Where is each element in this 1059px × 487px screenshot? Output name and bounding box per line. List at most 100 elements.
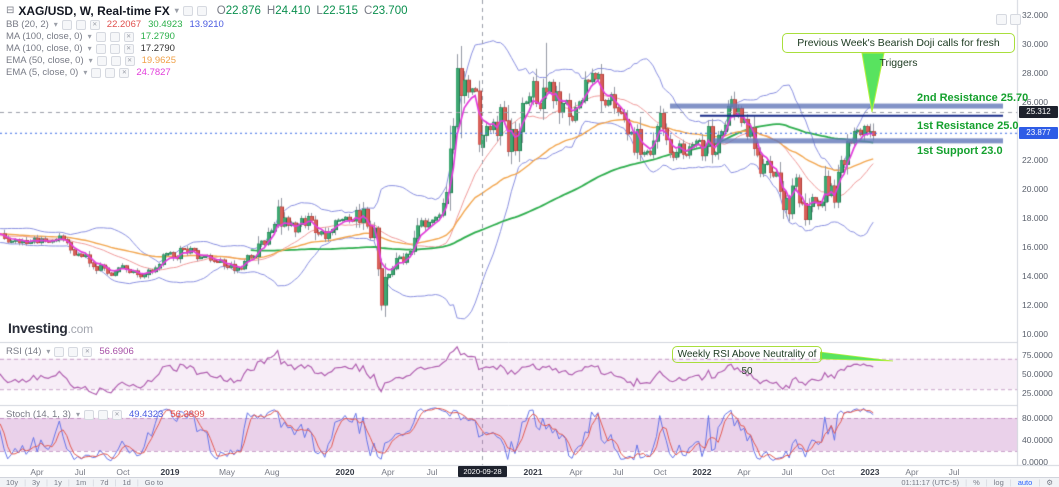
goto-button[interactable]: Go to [144,478,164,487]
indicator-eye-icon[interactable] [91,67,102,78]
range-selector: 10y | 3y | 1y | 1m | 7d | 1d | Go to [6,478,163,487]
open-value: 22.876 [225,4,261,17]
indicator-eye-icon[interactable] [95,31,106,42]
time-axis-label: Oct [821,467,835,477]
resistance2-label[interactable]: 2nd Resistance 25.70 [917,92,1029,104]
time-axis-label: Apr [381,467,395,477]
indicator-eye-icon[interactable] [61,19,72,30]
toolbar-right: 01:11:17 (UTC-5) | % | log | auto | ⚙ [901,478,1053,487]
range-button-1d[interactable]: 1d [122,478,131,487]
gear-icon[interactable]: ⚙ [1046,478,1053,487]
indicator-row[interactable]: EMA (5, close, 0) ▾ ✕ 24.7827 [6,67,408,78]
current-price-label: 23.877 [1019,127,1058,139]
indicator-values: 17.2790 [141,43,175,54]
chevron-down-icon[interactable]: ▾ [53,20,58,29]
rsi-legend-row[interactable]: RSI (14) ▾ ✕ 56.6906 [6,345,134,357]
indicator-eye-icon[interactable] [96,55,107,66]
indicator-remove-icon[interactable]: ✕ [111,409,122,420]
chevron-down-icon[interactable]: ▾ [83,68,88,77]
indicator-settings-icon[interactable] [109,31,120,42]
chevron-down-icon[interactable]: ▾ [75,410,80,419]
indicator-settings-icon[interactable] [97,409,108,420]
indicator-settings-icon[interactable] [110,55,121,66]
chart-legend: ⊟ XAG/USD, W, Real-time FX ▾ O22.876 H24… [6,3,408,79]
indicator-remove-icon[interactable]: ✕ [123,43,134,54]
indicator-values: 24.7827 [136,67,170,78]
range-button-7d[interactable]: 7d [100,478,109,487]
indicator-row[interactable]: MA (100, close, 0) ▾ ✕ 17.2790 [6,31,408,42]
doji-annotation-callout[interactable]: Previous Week's Bearish Doji calls for f… [782,33,1015,69]
rsi-annotation-callout[interactable]: Weekly RSI Above Neutrality of 50 [672,346,822,377]
indicator-value: 24.7827 [136,67,171,78]
time-axis-label: May [218,467,236,477]
toolbar-divider: | [24,478,27,487]
collapse-legend-icon[interactable]: ⊟ [6,5,15,16]
indicator-settings-icon[interactable] [68,346,79,357]
time-axis-label: 2020 [335,467,355,477]
doji-callout-tail [861,52,885,113]
toolbar-divider: | [136,478,139,487]
time-axis-label: Apr [30,467,44,477]
indicator-eye-icon[interactable] [95,43,106,54]
indicator-name: Stoch (14, 1, 3) [6,409,71,420]
chevron-down-icon[interactable]: ▾ [174,6,179,15]
auto-scale-button[interactable]: auto [1017,478,1033,487]
indicator-row[interactable]: Stoch (14, 1, 3) ▾ ✕ 49.4323 56.3899 [6,409,205,420]
indicator-row[interactable]: EMA (50, close, 0) ▾ ✕ 19.9625 [6,55,408,66]
high-value: 24.410 [275,4,311,17]
indicator-eye-icon[interactable] [83,409,94,420]
ohlc-readout: O22.876 H24.410 L22.515 C23.700 [216,4,408,17]
symbol-title-row[interactable]: ⊟ XAG/USD, W, Real-time FX ▾ O22.876 H24… [6,3,408,18]
indicator-settings-icon[interactable] [105,67,116,78]
indicator-row[interactable]: BB (20, 2) ▾ ✕ 22.2067 30.4923 13.9210 [6,19,408,30]
chevron-down-icon[interactable]: ▾ [88,56,93,65]
indicator-value: 56.3899 [170,409,205,420]
time-axis-label: Oct [116,467,130,477]
indicator-values: 56.6906 [99,346,133,357]
range-button-10y[interactable]: 10y [6,478,19,487]
toolbar-divider: | [67,478,70,487]
price-tick-label: 16.000 [1022,242,1048,252]
low-value: 22.515 [322,4,358,17]
investing-logo: Investing.com [8,320,93,336]
range-button-1m[interactable]: 1m [75,478,87,487]
pane-maximize-icon[interactable] [996,14,1007,25]
indicator-row[interactable]: MA (100, close, 0) ▾ ✕ 17.2790 [6,43,408,54]
indicator-remove-icon[interactable]: ✕ [123,31,134,42]
legend-eye-icon[interactable] [182,5,193,16]
time-axis-label: Jul [612,467,624,477]
indicator-remove-icon[interactable]: ✕ [89,19,100,30]
indicator-values: 22.2067 30.4923 13.9210 [107,19,224,30]
chevron-down-icon[interactable]: ▾ [46,347,51,356]
bottom-toolbar: 10y | 3y | 1y | 1m | 7d | 1d | Go to 01:11:17 (UTC-5… [0,477,1059,487]
time-axis-label: 2022 [692,467,712,477]
percent-scale-button[interactable]: % [973,478,980,487]
close-value: 23.700 [372,4,408,17]
indicator-row[interactable]: RSI (14) ▾ ✕ 56.6906 [6,346,134,357]
indicator-eye-icon[interactable] [54,346,65,357]
resistance1-label[interactable]: 1st Resistance 25.0 [917,120,1019,132]
log-scale-button[interactable]: log [993,478,1004,487]
price-tick-label: 28.000 [1022,68,1048,78]
indicator-values: 19.9625 [142,55,176,66]
indicator-settings-icon[interactable] [109,43,120,54]
stoch-tick-label: 80.0000 [1022,413,1053,423]
indicator-remove-icon[interactable]: ✕ [124,55,135,66]
legend-settings-icon[interactable] [196,5,207,16]
range-button-1y[interactable]: 1y [53,478,62,487]
crosshair-date-label: 2020-09-28 [458,466,507,477]
stoch-legend-row[interactable]: Stoch (14, 1, 3) ▾ ✕ 49.4323 56.3899 [6,408,205,420]
range-button-3y[interactable]: 3y [32,478,40,487]
support1-label[interactable]: 1st Support 23.0 [917,145,1003,157]
stoch-tick-label: 40.0000 [1022,435,1053,445]
chevron-down-icon[interactable]: ▾ [87,32,92,41]
indicator-value: 30.4923 [148,19,183,30]
chevron-down-icon[interactable]: ▾ [87,44,92,53]
indicator-remove-icon[interactable]: ✕ [119,67,130,78]
pane-screenshot-icon[interactable] [1010,14,1021,25]
indicator-settings-icon[interactable] [75,19,86,30]
indicator-remove-icon[interactable]: ✕ [82,346,93,357]
time-axis-label: Jul [781,467,793,477]
